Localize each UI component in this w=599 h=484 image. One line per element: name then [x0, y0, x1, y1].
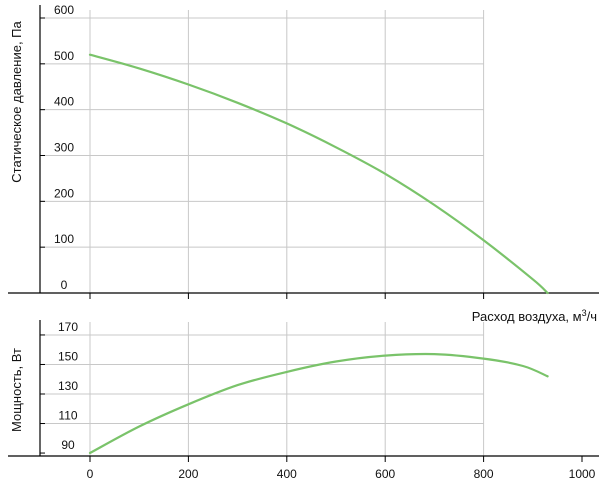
airflow-axis-label: Расход воздуха, м3/ч [472, 308, 597, 324]
pressure-y-tick-label: 0 [61, 278, 68, 292]
pressure-chart: Статическое давление, Па Расход воздуха,… [8, 3, 599, 324]
power-x-tick-label: 800 [474, 467, 494, 481]
power-y-tick-label: 110 [58, 409, 77, 423]
pressure-y-tick-label: 300 [54, 141, 74, 155]
power-chart: Мощность, Вт 90 110 130 150 170 0 200 400 600 800… [8, 320, 599, 481]
power-y-tick-label: 170 [58, 320, 78, 334]
pressure-axis-label: Статическое давление, Па [9, 21, 24, 183]
power-x-tick-label: 600 [375, 467, 395, 481]
pressure-y-tick-label: 100 [54, 232, 74, 246]
power-y-tick-label: 130 [58, 379, 78, 393]
power-x-tick-label: 400 [277, 467, 297, 481]
power-curve [88, 352, 549, 455]
power-x-tick-label: 1000 [569, 467, 596, 481]
power-x-tick-label: 200 [178, 467, 198, 481]
pressure-y-tick-label: 600 [54, 3, 74, 17]
power-x-tick-label: 0 [87, 467, 94, 481]
power-y-tick-label: 150 [58, 349, 78, 363]
pressure-y-tick-label: 400 [54, 95, 74, 109]
pressure-y-tick-label: 200 [54, 186, 74, 200]
power-axis-label: Мощность, Вт [9, 348, 24, 432]
power-y-tick-label: 90 [61, 438, 75, 452]
pressure-curve [88, 53, 549, 295]
pressure-y-tick-label: 500 [54, 49, 74, 63]
